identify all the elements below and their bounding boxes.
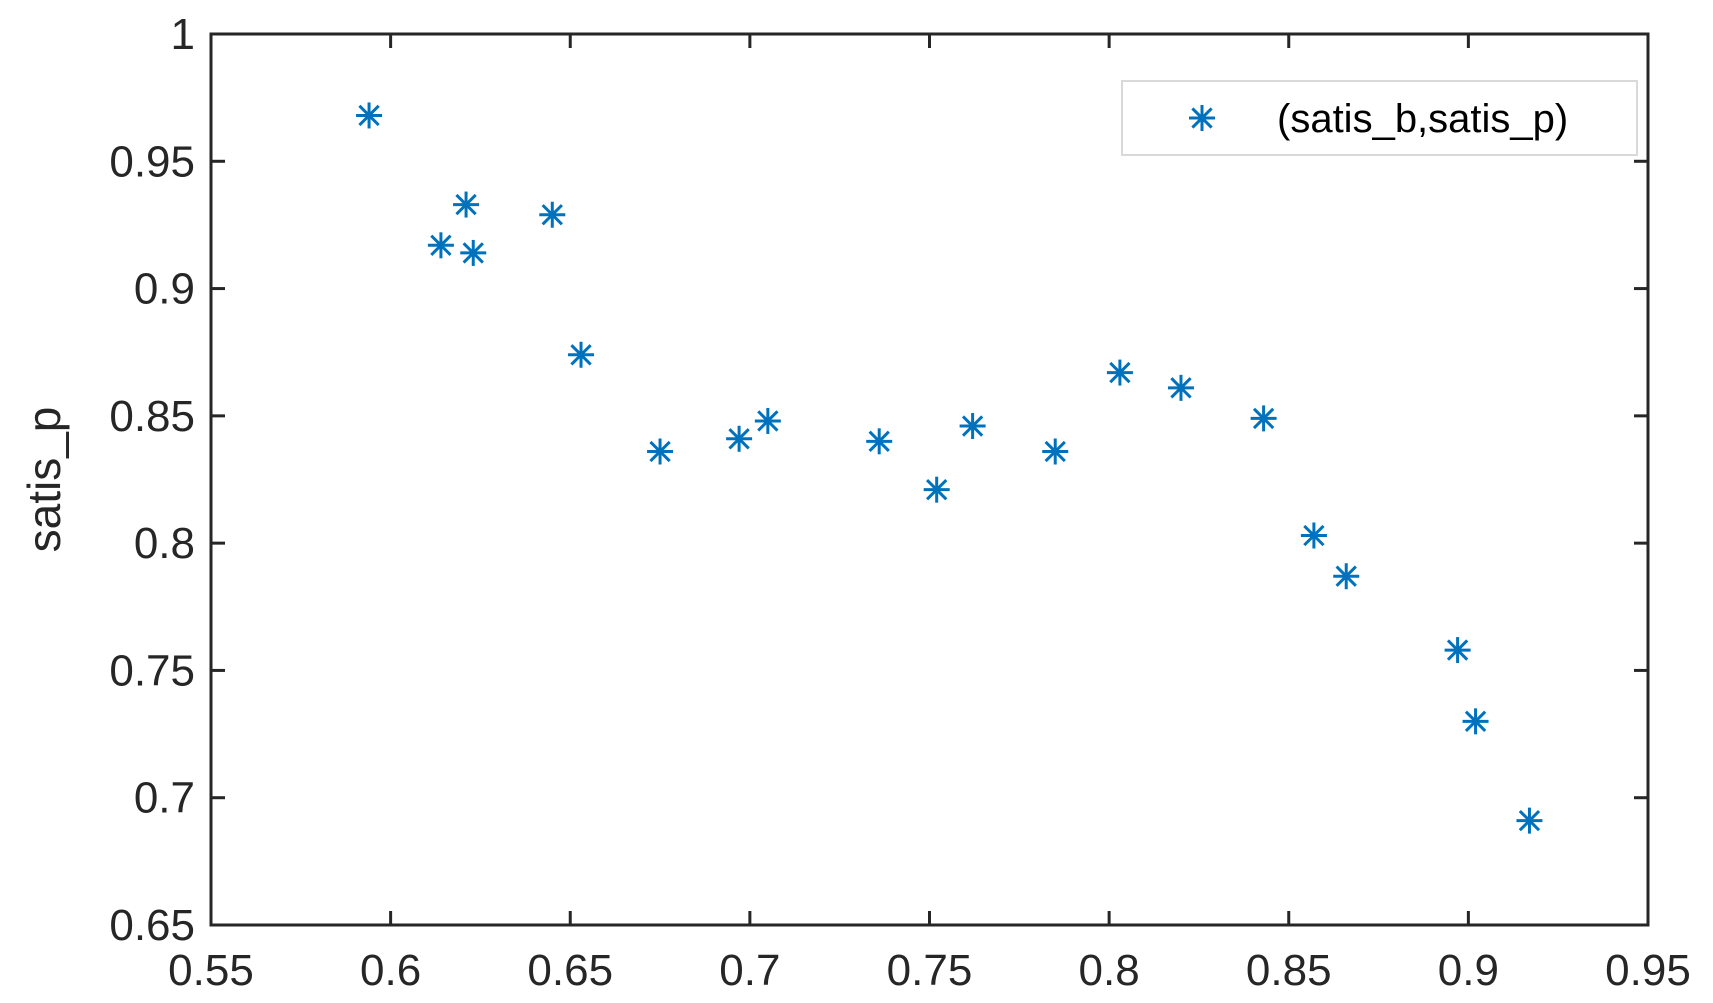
data-point (647, 438, 674, 465)
data-point (1250, 405, 1277, 432)
y-tick-label: 0.9 (134, 265, 195, 314)
data-point (460, 239, 487, 266)
data-point (866, 428, 893, 455)
y-tick-label: 0.75 (109, 646, 195, 695)
data-point (427, 232, 454, 259)
y-tick-label: 0.95 (109, 137, 195, 186)
x-tick-label: 0.85 (1246, 946, 1332, 995)
x-tick-label: 0.6 (360, 946, 421, 995)
data-point (356, 102, 383, 129)
data-points (356, 102, 1543, 834)
data-point (1167, 374, 1194, 401)
x-tick-label: 0.95 (1605, 946, 1691, 995)
x-tick-label: 0.7 (719, 946, 780, 995)
data-point (1106, 359, 1133, 386)
data-point (726, 425, 753, 452)
data-point (1516, 807, 1543, 834)
data-point (1300, 522, 1327, 549)
data-point (453, 191, 480, 218)
data-point (1042, 438, 1069, 465)
x-tick-label: 0.9 (1438, 946, 1499, 995)
x-tick-label: 0.75 (887, 946, 973, 995)
data-point (539, 201, 566, 228)
y-axis-label: satis_p (18, 407, 70, 553)
data-point (754, 407, 781, 434)
data-point (959, 413, 986, 440)
data-point (1333, 563, 1360, 590)
legend: (satis_b,satis_p) (1121, 80, 1638, 156)
legend-marker-icon (1189, 105, 1215, 131)
plot-frame (209, 32, 1650, 927)
y-tick-label: 0.65 (109, 901, 195, 950)
x-tick-label: 0.65 (527, 946, 613, 995)
legend-label: (satis_b,satis_p) (1277, 97, 1568, 141)
y-tick-label: 0.85 (109, 392, 195, 441)
data-point (1462, 708, 1489, 735)
x-tick-label: 0.8 (1079, 946, 1140, 995)
axes: 0.55 0.6 0.65 0.7 0.75 0.8 0.85 0.9 0.95 0.65 0.7 0… (18, 10, 1691, 995)
x-tick-label: 0.55 (168, 946, 254, 995)
y-tick-label: 0.7 (134, 774, 195, 823)
data-point (1444, 637, 1471, 664)
y-tick-label: 0.8 (134, 519, 195, 568)
y-tick-label: 1 (171, 10, 195, 59)
data-point (923, 476, 950, 503)
data-point (568, 341, 595, 368)
